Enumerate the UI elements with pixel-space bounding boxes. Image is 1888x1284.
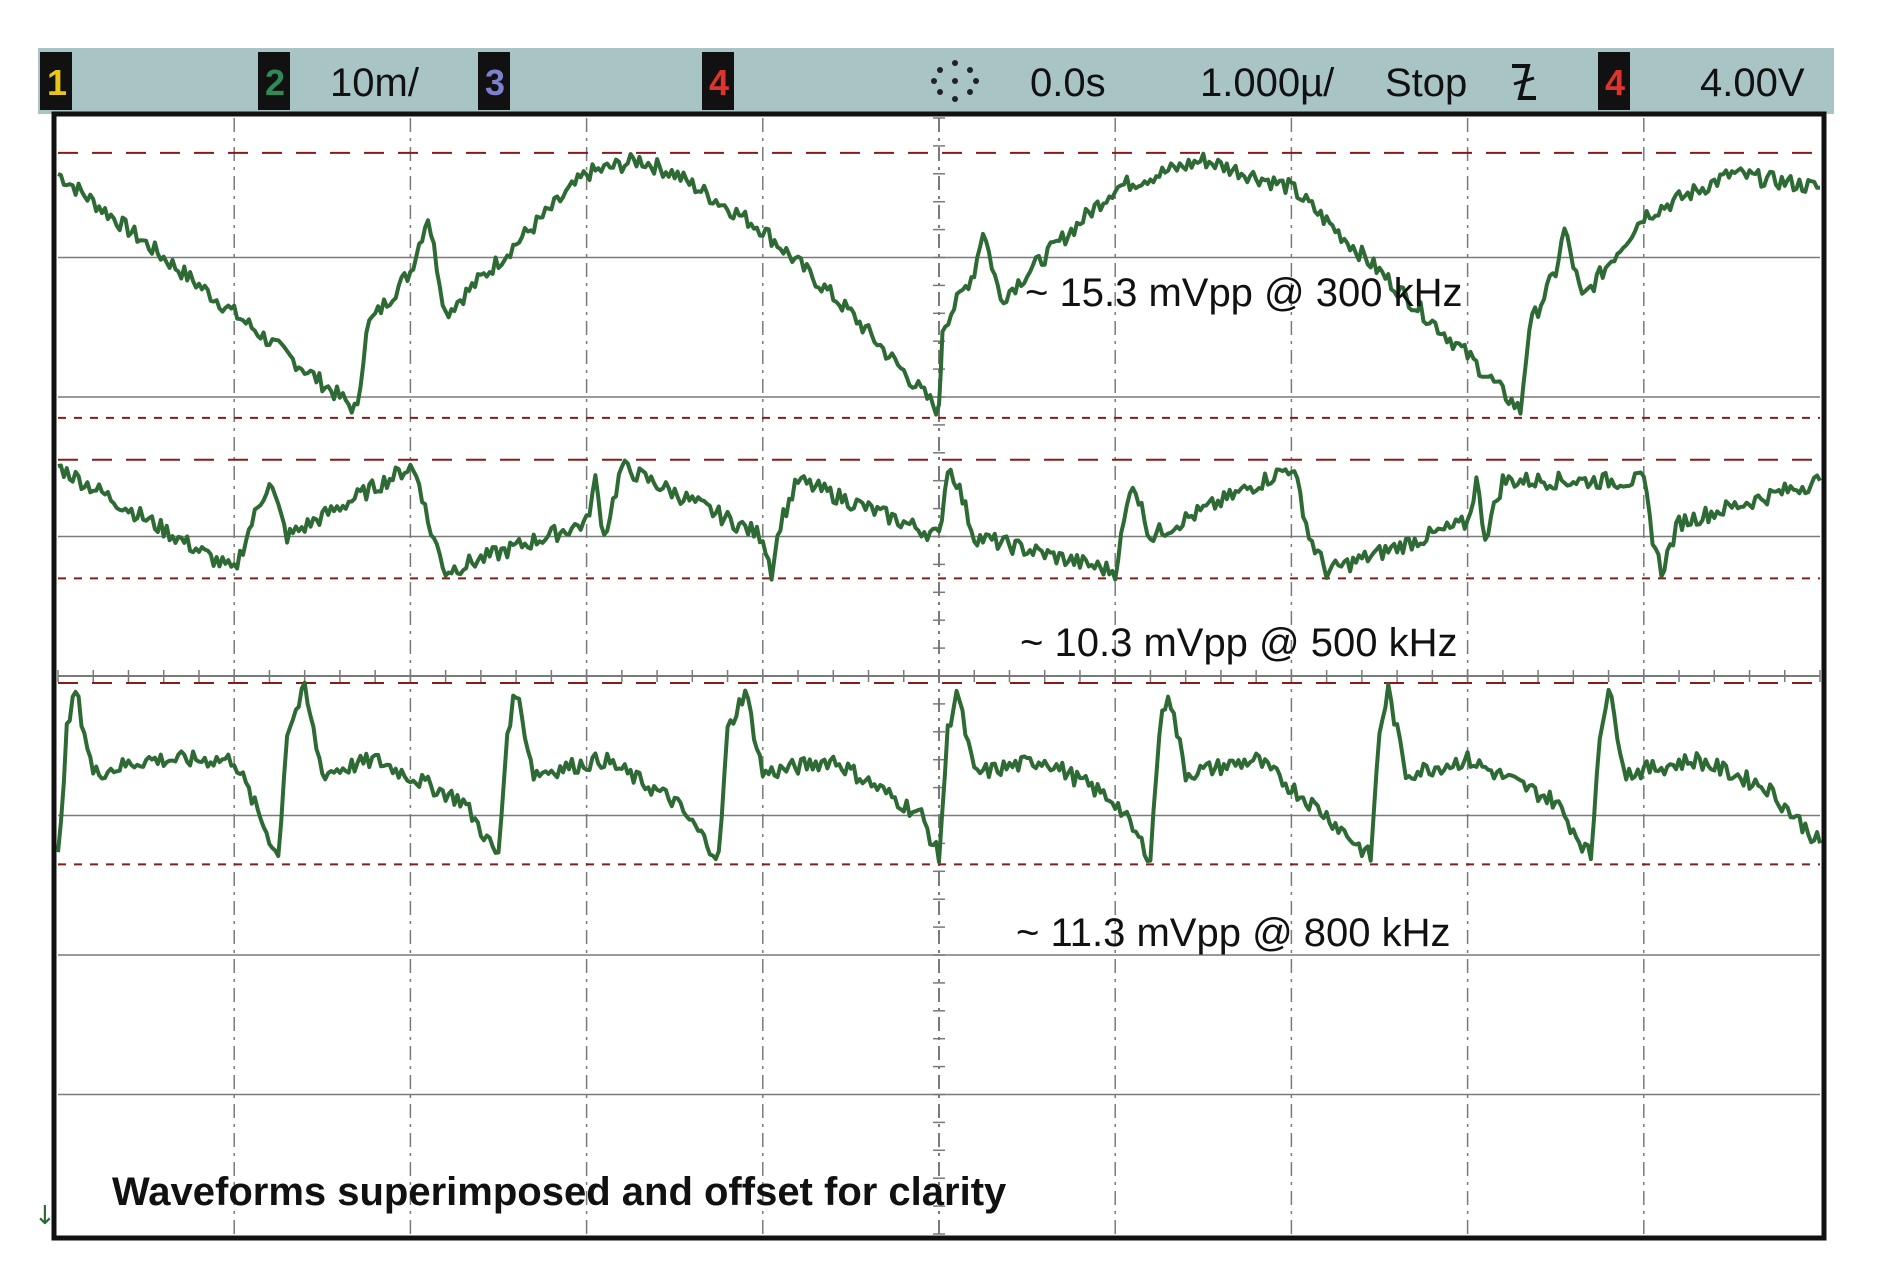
channel-4-badge[interactable] [702,52,734,110]
trigger-channel-label: 4 [1605,62,1625,103]
waveform-series-0 [57,151,1820,417]
channel-1-label: 1 [47,62,67,103]
annotation-300khz: ~ 15.3 mVpp @ 300 kHz [1025,271,1463,315]
channel-4-label: 4 [709,62,729,103]
channel-2-label: 2 [265,62,285,103]
trigger-channel-badge[interactable] [1598,52,1630,110]
cursor-lines [58,151,1820,866]
trigger-burst-icon[interactable] [931,60,979,102]
channel-3-label: 3 [485,62,505,103]
ground-marker-icon: ↓ [34,1201,56,1231]
falling-edge-icon[interactable] [1512,64,1536,100]
run-state[interactable]: Stop [1385,61,1467,105]
annotation-800khz: ~ 11.3 mVpp @ 800 kHz [1016,911,1451,955]
waveform-series-2 [56,680,1822,864]
waveform-traces [56,151,1822,864]
channel-1-badge[interactable] [40,52,72,110]
channel-2-scale: 10m/ [330,61,420,105]
status-bar: 1 2 10m/ 3 4 0.0s 1.000µ/ Stop 4 4.00V [38,48,1834,114]
channel-3-badge[interactable] [478,52,510,110]
plot-area: ~ 15.3 mVpp @ 300 kHz ~ 10.3 mVpp @ 500 … [34,111,1827,1241]
annotation-500khz: ~ 10.3 mVpp @ 500 kHz [1020,621,1458,665]
chart-caption: Waveforms superimposed and offset for cl… [112,1170,1007,1214]
time-offset[interactable]: 0.0s [1030,61,1106,105]
waveform-series-1 [57,458,1822,582]
trigger-level[interactable]: 4.00V [1700,61,1805,105]
channel-2-badge[interactable] [258,52,290,110]
timebase[interactable]: 1.000µ/ [1200,61,1335,105]
graticule [57,117,1821,1235]
